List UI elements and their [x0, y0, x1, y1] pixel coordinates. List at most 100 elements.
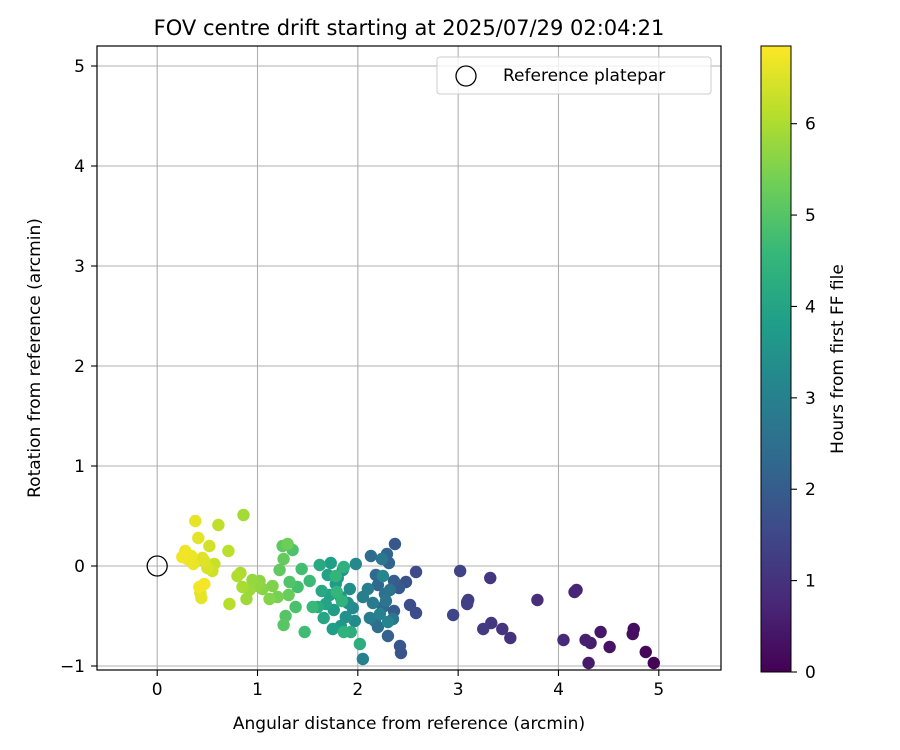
- data-point: [504, 631, 517, 645]
- colorbar-ticks: 0 1 2 3 4 5 6: [791, 115, 816, 683]
- data-point: [330, 585, 343, 599]
- data-point: [409, 565, 423, 579]
- data-point: [568, 585, 581, 599]
- data-point: [303, 574, 316, 588]
- x-tick-label: 5: [653, 680, 664, 700]
- data-point: [373, 607, 387, 621]
- legend: Reference platepar: [436, 56, 712, 95]
- data-point: [531, 593, 544, 607]
- data-point: [639, 645, 652, 659]
- y-tick-label: −1: [60, 657, 85, 677]
- colorbar-tick-label: 6: [805, 115, 816, 135]
- data-point: [315, 584, 328, 598]
- data-point: [477, 622, 490, 636]
- data-point: [313, 558, 326, 572]
- legend-entry-label: Reference platepar: [503, 66, 665, 86]
- y-axis-label: Rotation from reference (arcmin): [25, 218, 45, 498]
- x-tick-label: 3: [453, 680, 464, 700]
- y-tick-label: 0: [74, 557, 85, 577]
- data-point: [453, 564, 467, 578]
- data-point: [324, 556, 337, 570]
- data-point: [403, 598, 417, 612]
- data-point: [283, 575, 296, 589]
- data-point: [371, 578, 385, 592]
- data-point: [289, 600, 302, 614]
- data-point: [266, 579, 279, 593]
- data-point: [460, 597, 474, 611]
- data-point: [603, 640, 616, 654]
- data-point: [231, 569, 244, 583]
- data-point: [282, 588, 295, 602]
- colorbar-tick-label: 1: [805, 572, 816, 592]
- y-axis-ticks: −1 0 1 2 3 4 5: [60, 57, 97, 677]
- data-point: [236, 580, 249, 594]
- data-point: [281, 537, 294, 551]
- data-point: [339, 610, 352, 624]
- data-point: [383, 583, 397, 597]
- data-point: [263, 592, 276, 606]
- data-point: [240, 592, 253, 606]
- data-point: [337, 625, 350, 639]
- data-point: [176, 550, 189, 564]
- x-tick-label: 1: [252, 680, 263, 700]
- colorbar-gradient: [760, 45, 792, 673]
- data-point: [594, 625, 607, 639]
- y-tick-label: 1: [74, 457, 85, 477]
- data-point: [196, 551, 209, 565]
- data-point: [189, 514, 202, 528]
- data-point: [647, 656, 660, 670]
- data-point: [273, 563, 286, 577]
- data-point: [306, 600, 319, 614]
- data-point: [371, 620, 385, 634]
- y-tick-label: 3: [74, 257, 85, 277]
- data-point: [237, 508, 250, 522]
- colorbar-tick-label: 2: [805, 480, 816, 500]
- data-point: [381, 615, 395, 629]
- reference-marker: [146, 555, 168, 577]
- data-point: [366, 596, 380, 610]
- data-point: [317, 611, 330, 625]
- legend-box: [436, 56, 712, 95]
- chart-title: FOV centre drift starting at 2025/07/29 …: [154, 16, 665, 40]
- data-point: [349, 557, 363, 571]
- data-point: [376, 569, 390, 583]
- data-point: [484, 571, 497, 585]
- colorbar-tick-label: 0: [805, 663, 816, 683]
- data-point: [375, 552, 389, 566]
- data-point: [329, 569, 342, 583]
- data-point: [626, 627, 639, 641]
- colorbar-label: Hours from first FF file: [828, 264, 848, 454]
- x-tick-label: 2: [352, 680, 363, 700]
- data-point: [195, 591, 208, 605]
- reference-platepar-marker: [146, 555, 168, 577]
- data-point: [198, 577, 211, 591]
- data-point: [364, 549, 378, 563]
- data-point: [356, 652, 370, 666]
- data-point: [393, 639, 407, 653]
- colorbar-tick-label: 4: [805, 297, 816, 317]
- data-point: [335, 594, 348, 608]
- data-point: [388, 537, 402, 551]
- data-point: [353, 637, 367, 651]
- data-point: [246, 573, 259, 587]
- data-point: [379, 594, 393, 608]
- data-point: [295, 562, 308, 576]
- data-point: [363, 611, 377, 625]
- grid-lines: [97, 46, 721, 670]
- data-point: [298, 625, 311, 639]
- data-point: [381, 629, 395, 643]
- data-point: [326, 622, 339, 636]
- y-tick-label: 5: [74, 57, 85, 77]
- data-point: [222, 544, 235, 558]
- data-point: [277, 618, 290, 632]
- data-point: [192, 531, 205, 545]
- y-tick-label: 2: [74, 357, 85, 377]
- colorbar-tick-label: 3: [805, 389, 816, 409]
- data-point: [223, 597, 236, 611]
- data-point: [579, 633, 592, 647]
- data-point: [557, 633, 570, 647]
- data-points: [176, 508, 660, 670]
- data-point: [203, 539, 216, 553]
- data-point: [212, 518, 225, 532]
